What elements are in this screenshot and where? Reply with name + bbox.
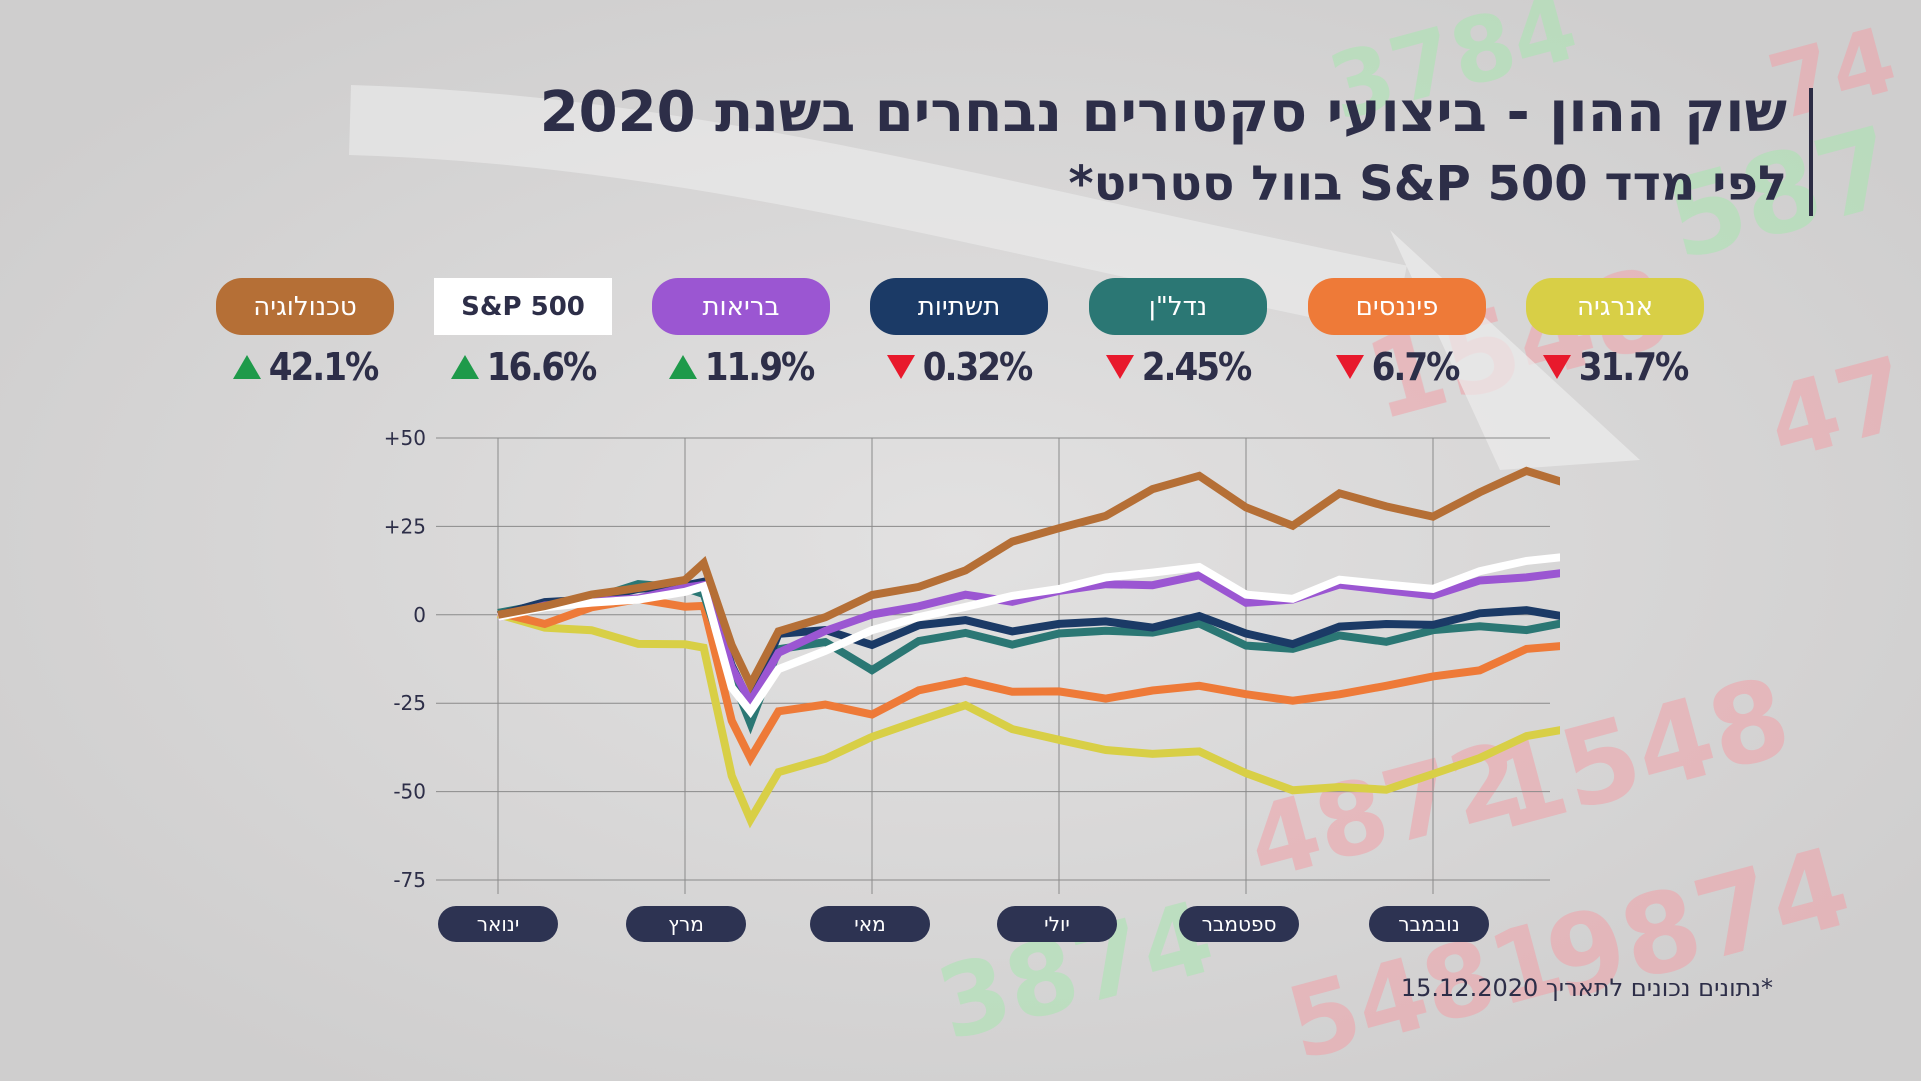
month-label-sep: ספטמבר [1179,906,1299,942]
change-tech: 42.1% [216,345,394,389]
legend-pill-tech: טכנולוגיה [216,278,394,335]
title-accent-bar [1809,88,1813,216]
change-sp500: 16.6% [434,345,612,389]
legend-pill-energy: אנרגיה [1526,278,1704,335]
line-chart: +50 +25 0 -25 -50 -75 [384,426,1560,894]
y-tick-label: +25 [384,514,426,538]
change-value: 16.6% [486,345,598,389]
legend-pill-sp500: S&P 500 [434,278,612,335]
change-realestate: 2.45% [1089,345,1267,389]
series-line-sp500 [497,553,1560,719]
change-value: 0.32% [922,345,1034,389]
y-tick-label: +50 [384,426,426,450]
month-label-may: מאי [810,906,930,942]
legend-pill-utilities: תשתיות [870,278,1048,335]
down-triangle-icon [1335,355,1364,379]
month-label-nov: נובמבר [1369,906,1489,942]
legend-pill-health: בריאות [652,278,830,335]
change-value: 2.45% [1141,345,1253,389]
series-line-tech [497,466,1560,694]
up-triangle-icon [232,355,261,379]
down-triangle-icon [886,355,915,379]
down-triangle-icon [1105,355,1134,379]
down-triangle-icon [1542,355,1571,379]
month-label-jul: יולי [997,906,1117,942]
up-triangle-icon [668,355,697,379]
legend-pill-finance: פיננסים [1308,278,1486,335]
change-value: 6.7% [1371,345,1461,389]
y-tick-label: 0 [413,603,426,627]
legend-pill-realestate: נדל"ן [1089,278,1267,335]
up-triangle-icon [450,355,479,379]
y-tick-label: -50 [393,780,426,804]
y-tick-label: -25 [393,691,426,715]
footnote: *נתונים נכונים לתאריך 15.12.2020 [1400,974,1773,1002]
change-value: 42.1% [268,345,380,389]
page-title: שוק ההון - ביצועי סקטורים נבחרים בשנת 20… [539,80,1787,145]
title-block: שוק ההון - ביצועי סקטורים נבחרים בשנת 20… [287,78,1787,216]
change-utilities: 0.32% [870,345,1048,389]
y-tick-label: -75 [393,868,426,892]
chart-grid: +50 +25 0 -25 -50 -75 [384,426,1550,894]
page-subtitle: לפי מדד S&P 500 בוול סטריט* [1068,156,1787,212]
series-line-finance [497,595,1560,767]
change-energy: 31.7% [1526,345,1704,389]
month-label-mar: מרץ [626,906,746,942]
series-line-energy [496,610,1560,829]
change-value: 11.9% [704,345,816,389]
change-health: 11.9% [652,345,830,389]
change-value: 31.7% [1578,345,1690,389]
month-label-jan: ינואר [438,906,558,942]
change-finance: 6.7% [1308,345,1486,389]
